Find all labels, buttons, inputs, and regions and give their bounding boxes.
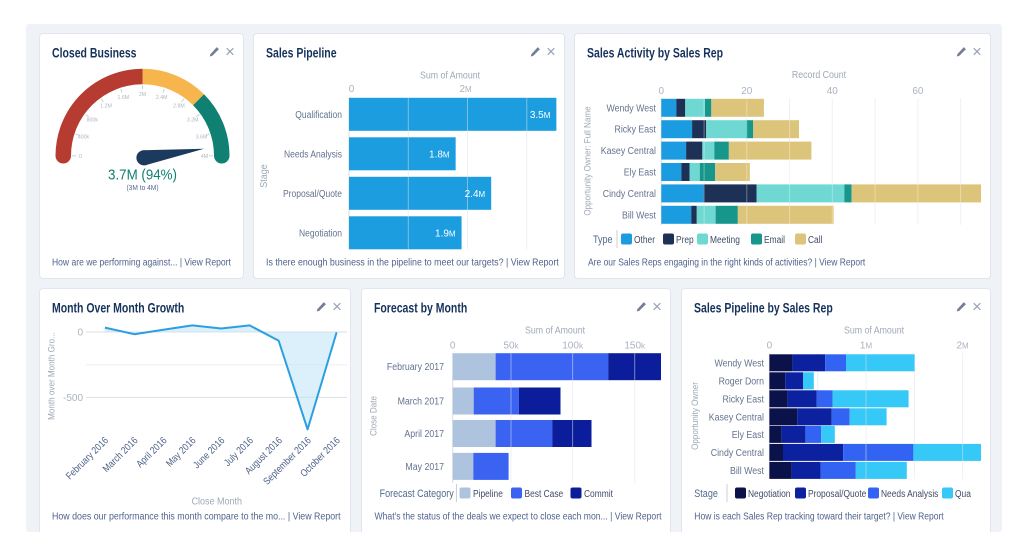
svg-text:June 2016: June 2016 xyxy=(191,435,227,471)
svg-text:3.2M: 3.2M xyxy=(187,117,199,123)
svg-text:1.8M: 1.8M xyxy=(429,149,450,160)
svg-text:Bill West: Bill West xyxy=(622,209,656,221)
svg-text:Negotiation: Negotiation xyxy=(299,228,342,239)
svg-text:Qualification: Qualification xyxy=(295,109,342,120)
svg-text:0: 0 xyxy=(659,86,665,97)
svg-text:Month over Month Gro...: Month over Month Gro... xyxy=(46,332,57,420)
svg-text:Proposal/Quote: Proposal/Quote xyxy=(808,488,866,500)
svg-text:How are we performing against.: How are we performing against... | View … xyxy=(52,257,231,268)
svg-text:Wendy West: Wendy West xyxy=(606,102,656,114)
svg-text:Sales Pipeline: Sales Pipeline xyxy=(266,45,337,61)
svg-text:Needs Analysis: Needs Analysis xyxy=(284,149,342,160)
svg-text:50k: 50k xyxy=(503,341,519,352)
svg-text:Sum of Amount: Sum of Amount xyxy=(525,324,585,336)
svg-text:How is each Sales Rep tracking: How is each Sales Rep tracking toward th… xyxy=(694,511,944,522)
svg-text:Closed Business: Closed Business xyxy=(52,45,137,61)
svg-text:Ricky East: Ricky East xyxy=(614,123,656,135)
svg-text:Needs Analysis: Needs Analysis xyxy=(881,488,939,500)
svg-text:Qua: Qua xyxy=(955,488,971,500)
svg-text:150k: 150k xyxy=(624,341,646,352)
svg-text:Sales Pipeline by Sales Rep: Sales Pipeline by Sales Rep xyxy=(694,300,833,316)
svg-text:Close Month: Close Month xyxy=(192,496,242,508)
svg-text:February 2016: February 2016 xyxy=(64,435,111,482)
svg-text:What's the status of the deals: What's the status of the deals we expect… xyxy=(375,511,662,522)
svg-text:Wendy West: Wendy West xyxy=(714,357,764,369)
svg-text:Cindy Central: Cindy Central xyxy=(711,446,764,458)
svg-text:Forecast by Month: Forecast by Month xyxy=(374,300,467,316)
svg-text:2.8M: 2.8M xyxy=(173,103,185,109)
svg-text:Sales Activity by Sales Rep: Sales Activity by Sales Rep xyxy=(587,45,723,61)
svg-text:Kasey Central: Kasey Central xyxy=(601,145,656,157)
svg-text:40: 40 xyxy=(827,86,839,97)
svg-text:Commit: Commit xyxy=(584,488,613,500)
svg-text:3.5M: 3.5M xyxy=(530,110,551,121)
svg-text:3.7M (94%): 3.7M (94%) xyxy=(108,166,177,183)
svg-text:March 2017: March 2017 xyxy=(398,395,444,407)
svg-text:April 2016: April 2016 xyxy=(134,435,169,470)
svg-text:May 2017: May 2017 xyxy=(405,460,444,472)
svg-text:100k: 100k xyxy=(562,341,584,352)
svg-text:Email: Email xyxy=(764,234,785,246)
svg-text:1.9M: 1.9M xyxy=(435,228,456,239)
svg-text:February 2017: February 2017 xyxy=(387,361,444,373)
svg-text:Kasey Central: Kasey Central xyxy=(709,411,764,423)
svg-text:Sum of Amount: Sum of Amount xyxy=(420,69,480,81)
svg-text:Month Over Month Growth: Month Over Month Growth xyxy=(52,300,184,316)
svg-text:Record Count: Record Count xyxy=(792,68,847,80)
svg-text:Opportunity Owner: Full Name: Opportunity Owner: Full Name xyxy=(582,106,593,215)
svg-text:Cindy Central: Cindy Central xyxy=(603,187,656,199)
svg-text:Pipeline: Pipeline xyxy=(473,488,503,500)
svg-text:Is there enough business in th: Is there enough business in the pipeline… xyxy=(266,257,559,269)
svg-text:Stage: Stage xyxy=(694,488,718,500)
svg-text:Ely East: Ely East xyxy=(624,166,657,178)
svg-text:0: 0 xyxy=(450,341,456,352)
svg-text:4M: 4M xyxy=(201,154,209,160)
svg-text:Negotiation: Negotiation xyxy=(748,488,790,500)
svg-text:Ely East: Ely East xyxy=(732,428,765,440)
svg-text:0: 0 xyxy=(79,154,82,160)
svg-text:0: 0 xyxy=(77,328,83,339)
svg-text:How does our performance this: How does our performance this month comp… xyxy=(52,511,341,523)
svg-text:0: 0 xyxy=(349,84,355,95)
svg-text:0: 0 xyxy=(767,341,773,352)
svg-text:2M: 2M xyxy=(459,84,472,95)
svg-text:Proposal/Quote: Proposal/Quote xyxy=(283,188,342,199)
svg-text:Ricky East: Ricky East xyxy=(722,393,764,405)
svg-text:3.6M: 3.6M xyxy=(196,134,208,140)
svg-text:(3M to 4M): (3M to 4M) xyxy=(126,185,158,192)
svg-text:Prep: Prep xyxy=(676,234,694,246)
svg-text:Sum of Amount: Sum of Amount xyxy=(844,324,904,336)
svg-text:Close Date: Close Date xyxy=(368,396,379,436)
svg-text:Opportunity Owner: Opportunity Owner xyxy=(689,382,700,450)
svg-text:-500: -500 xyxy=(63,393,83,404)
svg-text:Stage: Stage xyxy=(259,164,271,187)
svg-text:Bill West: Bill West xyxy=(730,464,764,476)
svg-text:April 2017: April 2017 xyxy=(404,427,444,439)
svg-text:2M: 2M xyxy=(139,92,147,98)
svg-text:Other: Other xyxy=(634,234,655,246)
svg-text:2.4M: 2.4M xyxy=(465,189,486,200)
svg-text:Best Case: Best Case xyxy=(525,488,564,500)
svg-text:Call: Call xyxy=(808,234,822,246)
svg-text:Are our Sales Reps engaging in: Are our Sales Reps engaging in the right… xyxy=(588,257,866,268)
svg-text:800k: 800k xyxy=(87,117,99,123)
svg-text:400k: 400k xyxy=(78,134,90,140)
svg-text:1M: 1M xyxy=(860,341,873,352)
svg-text:60: 60 xyxy=(912,86,924,97)
svg-text:1.6M: 1.6M xyxy=(117,95,129,101)
svg-text:Meeting: Meeting xyxy=(710,234,740,246)
svg-text:Forecast Category: Forecast Category xyxy=(380,488,454,500)
svg-text:20: 20 xyxy=(741,86,753,97)
svg-text:Type: Type xyxy=(593,234,613,246)
svg-text:1.2M: 1.2M xyxy=(100,103,112,109)
svg-text:2.4M: 2.4M xyxy=(156,95,168,101)
svg-text:2M: 2M xyxy=(956,341,969,352)
svg-text:Roger Dorn: Roger Dorn xyxy=(719,375,764,387)
